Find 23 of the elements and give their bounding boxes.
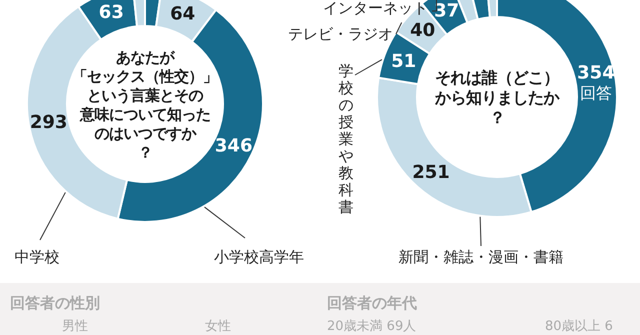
text: それは誰（どこ）から知りましたか？ [434,68,560,127]
data-label: 354 回答 [577,62,615,102]
slice-label: 中学校 [14,248,60,266]
category-label: 学校の授業や教科書 [338,62,354,216]
text: あなたが「セックス（性交）」という言葉とその意味について知ったのはいつですか？ [72,48,218,162]
slice-label: インターネット [323,0,428,17]
text: 女性 [205,319,231,334]
slice-label: 新聞・雑誌・漫画・書籍 [398,248,564,266]
text: 80歳以上 6 [545,319,613,334]
text: 回答者の年代 [327,294,417,312]
data-label: 40 [410,20,436,41]
slice-label: テレビ・ラジオ [288,25,393,43]
data-label: 251 [412,162,450,183]
data-label: 37 [434,0,460,22]
data-label: 51 [391,50,416,72]
text: 回答者の性別 [10,294,100,312]
data-label: 64 [170,3,196,24]
slice-label: 小学校高学年 [214,248,304,266]
text: 男性 [62,319,88,334]
data-label: 63 [98,1,124,22]
data-label: 293 [30,111,68,132]
data-label: 346 [214,135,252,156]
text: 20歳未満 69人 [327,319,416,334]
